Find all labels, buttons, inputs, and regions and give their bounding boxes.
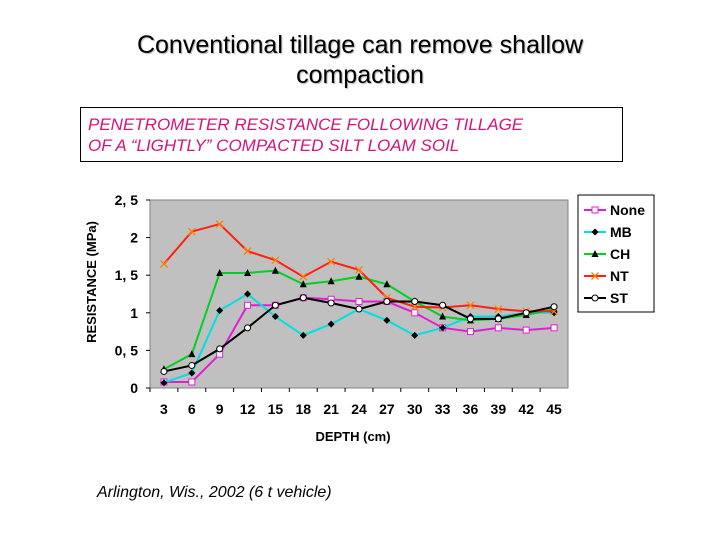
data-point-st: [244, 324, 252, 332]
data-point-ch: [355, 272, 363, 280]
data-point-st: [188, 361, 196, 369]
slide-title-line2: compaction: [296, 61, 424, 89]
subtitle-line2: OF A “LIGHTLY” COMPACTED SILT LOAM SOIL: [88, 136, 460, 155]
legend-label-st: ST: [610, 290, 628, 306]
data-point-none: [522, 326, 530, 334]
y-axis-label: RESISTANCE (MPa): [84, 221, 99, 343]
x-tick-label: 42: [518, 401, 534, 417]
data-point-nt: [327, 257, 336, 266]
data-point-nt: [187, 227, 196, 236]
data-point-none: [244, 301, 252, 309]
x-tick-label: 3: [160, 401, 168, 417]
data-point-st: [299, 294, 307, 302]
data-point-mb: [216, 307, 224, 315]
data-point-nt: [494, 305, 503, 313]
data-point-mb: [411, 331, 419, 339]
subtitle-line1: PENETROMETER RESISTANCE FOLLOWING TILLAG…: [88, 115, 524, 134]
data-point-st: [439, 301, 447, 309]
y-tick-label: 2: [130, 230, 138, 246]
x-tick-label: 15: [268, 401, 284, 417]
data-point-ch: [327, 277, 335, 285]
data-point-st: [550, 303, 558, 311]
data-point-mb: [299, 331, 307, 339]
data-point-mb: [327, 320, 335, 328]
x-tick-label: 33: [435, 401, 451, 417]
x-tick-label: 12: [240, 401, 256, 417]
data-point-st: [411, 298, 419, 306]
data-point-mb: [271, 313, 279, 321]
legend-marker-st: [591, 294, 599, 302]
data-point-none: [466, 328, 474, 336]
data-point-mb: [439, 324, 447, 332]
data-point-nt: [215, 220, 224, 229]
legend-marker-mb: [591, 228, 599, 236]
data-point-st: [355, 305, 363, 313]
legend-marker-ch: [591, 250, 599, 257]
data-point-mb: [188, 369, 196, 377]
data-point-st: [522, 309, 530, 317]
slide-title: Conventional tillage can remove shallow …: [60, 30, 660, 90]
x-tick-label: 21: [323, 401, 339, 417]
data-point-st: [271, 301, 279, 309]
data-point-nt: [271, 256, 280, 265]
legend-marker-nt: [591, 272, 599, 280]
data-point-ch: [383, 280, 391, 288]
x-tick-label: 30: [407, 401, 423, 417]
x-axis-label: DEPTH (cm): [315, 429, 390, 444]
data-point-st: [494, 315, 502, 323]
data-point-ch: [244, 268, 252, 276]
data-point-none: [550, 324, 558, 332]
x-tick-label: 9: [216, 401, 224, 417]
y-tick-label: 1: [130, 305, 138, 321]
data-point-mb: [244, 290, 252, 298]
legend-marker-none: [591, 206, 599, 214]
data-point-ch: [271, 266, 279, 274]
x-tick-label: 6: [188, 401, 196, 417]
data-point-none: [411, 309, 419, 317]
y-tick-label: 0: [130, 380, 138, 396]
data-point-ch: [439, 312, 447, 320]
data-point-st: [160, 367, 168, 375]
data-point-ch: [216, 268, 224, 276]
x-tick-label: 36: [463, 401, 479, 417]
data-point-none: [494, 324, 502, 332]
data-point-ch: [299, 280, 307, 288]
data-point-nt: [243, 247, 252, 256]
subtitle-box: PENETROMETER RESISTANCE FOLLOWING TILLAG…: [80, 107, 623, 162]
y-tick-label: 1, 5: [115, 267, 139, 283]
y-tick-label: 0, 5: [115, 342, 139, 358]
data-point-ch: [188, 350, 196, 358]
x-tick-label: 18: [295, 401, 311, 417]
data-point-nt: [355, 265, 363, 274]
x-tick-label: 45: [546, 401, 562, 417]
legend-label-mb: MB: [610, 224, 632, 240]
x-tick-label: 39: [491, 401, 507, 417]
slide-title-line1: Conventional tillage can remove shallow: [136, 31, 584, 59]
y-tick-label: 2, 5: [115, 192, 139, 208]
data-point-st: [383, 298, 391, 306]
data-point-st: [466, 315, 474, 323]
data-point-nt: [299, 272, 308, 281]
data-point-nt: [466, 301, 475, 310]
data-point-mb: [160, 379, 168, 387]
data-point-none: [188, 378, 196, 386]
x-tick-label: 27: [379, 401, 395, 417]
x-tick-label: 24: [351, 401, 367, 417]
data-point-st: [216, 345, 224, 353]
data-point-none: [355, 298, 363, 306]
legend-label-ch: CH: [610, 246, 630, 262]
legend-label-nt: NT: [610, 268, 629, 284]
caption: Arlington, Wis., 2002 (6 t vehicle): [97, 484, 332, 501]
data-point-nt: [410, 302, 419, 311]
data-point-mb: [383, 316, 391, 324]
data-point-nt: [159, 259, 168, 268]
legend-label-none: None: [610, 202, 645, 218]
data-point-st: [327, 299, 335, 307]
